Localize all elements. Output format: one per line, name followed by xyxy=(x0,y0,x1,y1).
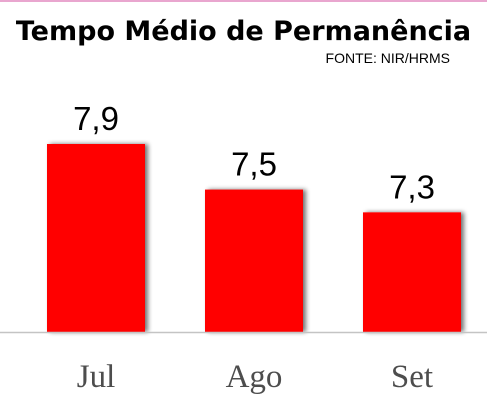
bar-jul xyxy=(47,144,145,332)
value-labels-group: 7,9 7,5 7,3 xyxy=(73,100,435,205)
bar-ago xyxy=(205,189,303,332)
bars-group xyxy=(47,144,461,332)
tick-label-ago: Ago xyxy=(226,359,283,395)
chart-title: Tempo Médio de Permanência xyxy=(15,16,472,47)
value-label-ago: 7,5 xyxy=(231,146,277,183)
tick-labels-group: Jul Ago Set xyxy=(77,359,433,395)
chart-source: FONTE: NIR/HRMS xyxy=(325,50,450,66)
value-label-set: 7,3 xyxy=(389,168,435,205)
value-label-jul: 7,9 xyxy=(73,100,119,137)
tick-label-jul: Jul xyxy=(77,359,116,395)
tick-label-set: Set xyxy=(391,359,433,395)
top-rule xyxy=(0,0,487,2)
bar-set xyxy=(363,212,461,332)
